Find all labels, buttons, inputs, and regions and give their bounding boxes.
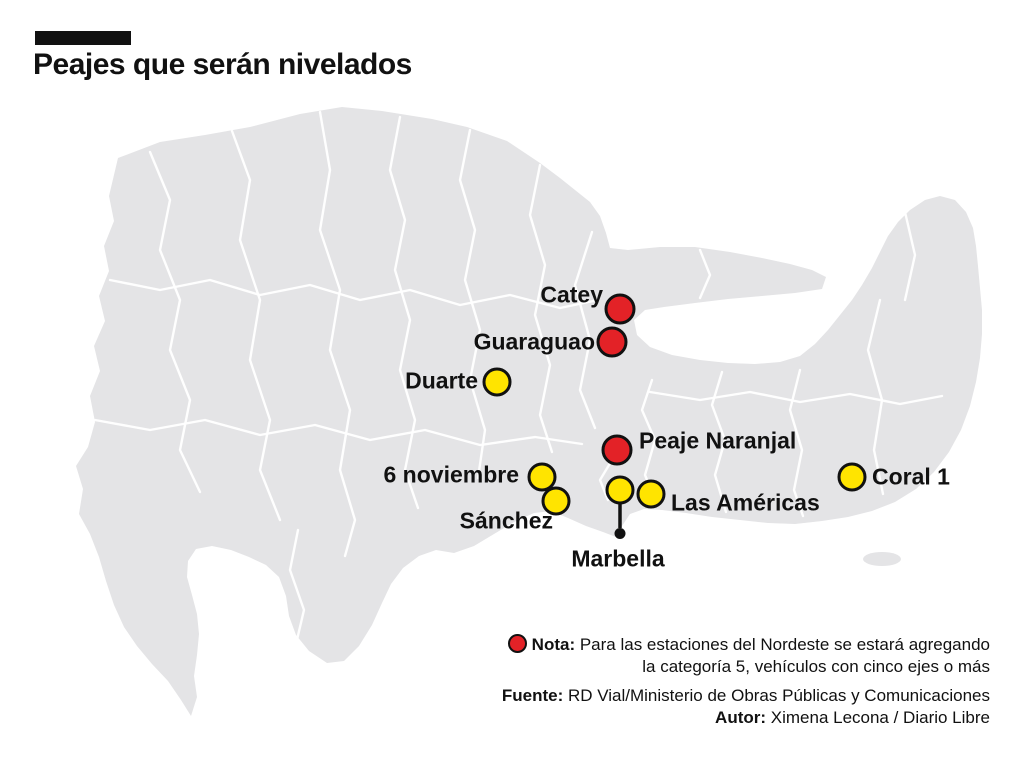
source-text: RD Vial/Ministerio de Obras Públicas y C… bbox=[563, 686, 990, 705]
station-label-las-americas: Las Américas bbox=[671, 489, 820, 516]
leader-end-dot-marbella bbox=[614, 528, 626, 539]
station-dot-6-noviembre bbox=[527, 462, 557, 492]
station-dots bbox=[482, 293, 867, 516]
station-dot-las-americas bbox=[636, 479, 666, 509]
station-dot-catey bbox=[604, 293, 636, 325]
note-text-1: Para las estaciones del Nordeste se esta… bbox=[575, 635, 990, 654]
station-dot-marbella bbox=[605, 475, 635, 505]
station-dot-sanchez bbox=[541, 486, 571, 516]
leader-lines bbox=[614, 504, 626, 539]
saona-islet bbox=[863, 552, 901, 566]
station-label-sanchez: Sánchez bbox=[459, 507, 553, 534]
station-dot-guaraguao bbox=[596, 326, 628, 358]
island-shape bbox=[76, 107, 982, 716]
note-block: Nota: Para las estaciones del Nordeste s… bbox=[350, 634, 990, 729]
author-label: Autor: bbox=[715, 708, 767, 727]
station-dot-duarte bbox=[482, 367, 512, 397]
station-label-peaje-naranjal: Peaje Naranjal bbox=[639, 427, 797, 454]
station-dot-peaje-naranjal bbox=[601, 434, 633, 466]
source-label: Fuente: bbox=[501, 686, 564, 705]
source-line: Fuente: RD Vial/Ministerio de Obras Públ… bbox=[350, 685, 990, 707]
station-label-coral-1: Coral 1 bbox=[872, 463, 950, 490]
author-text: Ximena Lecona / Diario Libre bbox=[766, 708, 990, 727]
station-label-duarte: Duarte bbox=[405, 367, 478, 394]
note-line-1: Nota: Para las estaciones del Nordeste s… bbox=[350, 634, 990, 656]
page-title: Peajes que serán nivelados bbox=[33, 48, 412, 81]
station-label-catey: Catey bbox=[540, 281, 603, 308]
station-label-6-noviembre: 6 noviembre bbox=[383, 461, 520, 488]
station-dot-coral-1 bbox=[837, 462, 867, 492]
note-label: Nota: bbox=[531, 635, 576, 654]
author-line: Autor: Ximena Lecona / Diario Libre bbox=[350, 707, 990, 729]
red-legend-dot bbox=[507, 634, 527, 653]
note-line-2: la categoría 5, vehículos con cinco ejes… bbox=[642, 657, 990, 676]
station-label-marbella: Marbella bbox=[571, 545, 665, 572]
station-label-guaraguao: Guaraguao bbox=[473, 328, 595, 355]
kicker-bar bbox=[35, 31, 131, 45]
